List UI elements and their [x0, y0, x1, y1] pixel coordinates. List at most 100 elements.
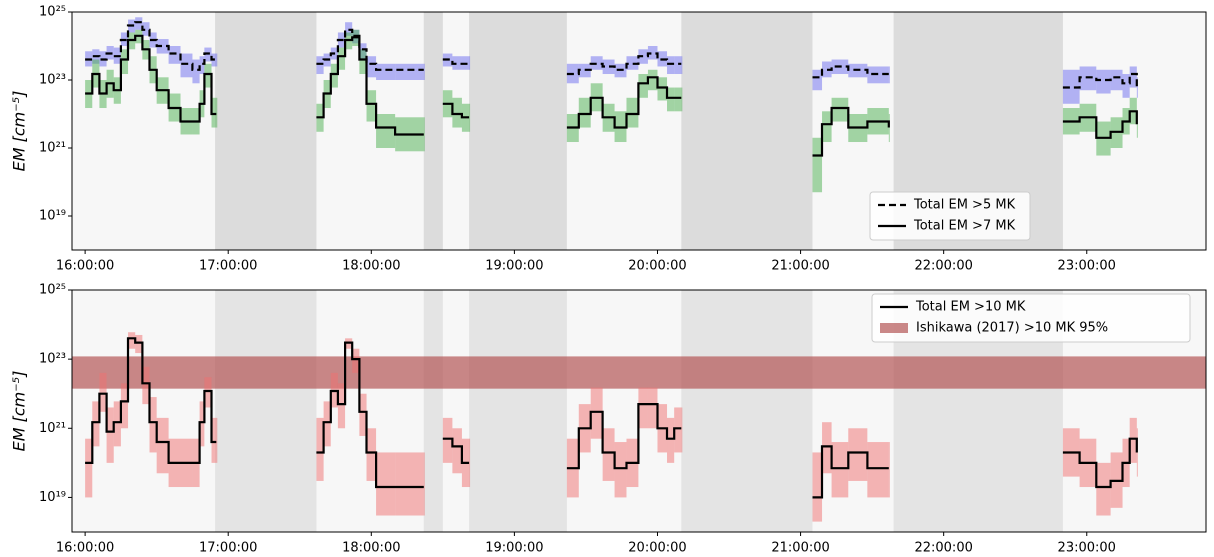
error-band	[352, 348, 360, 373]
error-band	[812, 452, 823, 522]
error-band	[359, 49, 367, 75]
series-line	[85, 34, 1138, 157]
error-band	[376, 114, 396, 148]
x-tick-label: 23:00:00	[1058, 541, 1116, 556]
x-tick-label: 16:00:00	[56, 541, 114, 556]
legend-box	[869, 191, 1031, 241]
error-band	[211, 417, 217, 463]
error-band	[626, 97, 639, 128]
error-band	[211, 97, 217, 128]
legend-label: Total EM >10 MK	[915, 300, 1026, 315]
x-tick-label: 18:00:00	[342, 541, 400, 556]
error-band	[667, 56, 675, 75]
error-band	[638, 74, 648, 98]
x-tick-label: 21:00:00	[771, 259, 829, 274]
panel: 10¹⁹ 10²¹ 10²³ 10²⁵ 16:00:00 17:00:00 18:00:00…	[10, 283, 1207, 556]
y-tick-label: 10²³	[39, 352, 66, 367]
error-band	[316, 417, 324, 481]
error-band	[92, 401, 100, 447]
error-band	[578, 97, 591, 128]
y-tick-label: 10²³	[39, 73, 66, 88]
error-band	[667, 87, 675, 112]
error-band	[1096, 462, 1111, 516]
x-tick-label: 20:00:00	[628, 259, 686, 274]
error-band	[812, 137, 823, 193]
y-tick-label: 10²⁵	[39, 5, 66, 20]
error-band	[848, 428, 868, 481]
error-band	[452, 56, 462, 70]
error-band	[330, 63, 338, 88]
legend-box	[871, 293, 1191, 343]
y-tick-label: 10¹⁹	[39, 490, 66, 505]
legend-label: Total EM >5 MK	[913, 198, 1016, 213]
error-band	[1110, 69, 1123, 91]
error-band	[323, 401, 331, 447]
shaded-interval	[215, 12, 317, 250]
error-band	[681, 87, 683, 112]
error-band	[469, 438, 471, 488]
error-band	[423, 117, 425, 152]
error-band	[1136, 77, 1138, 98]
error-band	[469, 56, 471, 70]
error-band	[113, 401, 121, 447]
error-band	[366, 56, 377, 78]
error-band	[674, 87, 682, 112]
error-band	[204, 63, 212, 88]
error-band	[647, 387, 658, 429]
error-band	[867, 442, 889, 498]
error-band	[423, 63, 425, 80]
error-band	[1129, 66, 1137, 88]
error-band	[142, 366, 150, 405]
error-band	[168, 46, 181, 64]
error-band	[626, 56, 639, 70]
error-band	[316, 56, 324, 75]
y-tick-label: 10²⁵	[39, 283, 66, 298]
error-band	[614, 442, 627, 498]
shaded-interval	[423, 290, 443, 532]
error-band	[135, 17, 143, 30]
error-band	[337, 47, 346, 70]
plot-frame	[71, 11, 1207, 251]
error-band	[180, 53, 193, 78]
y-axis-label: EM [cm⁻⁵]	[10, 371, 29, 452]
error-band	[85, 438, 93, 498]
error-band	[822, 111, 832, 143]
x-tick-label: 21:00:00	[771, 541, 829, 556]
y-tick-label: 10¹⁹	[39, 209, 66, 224]
shaded-interval	[469, 12, 567, 250]
y-tick-label: 10²¹	[39, 421, 66, 436]
error-band	[888, 114, 890, 143]
error-band	[395, 63, 424, 80]
reference-band	[72, 356, 1206, 389]
error-band	[452, 97, 462, 128]
error-band	[888, 442, 890, 498]
error-band	[452, 428, 462, 474]
error-band	[216, 417, 218, 463]
error-band	[674, 56, 682, 75]
error-band	[106, 407, 114, 463]
error-band	[822, 61, 832, 78]
error-band	[1136, 111, 1138, 138]
x-tick-label: 22:00:00	[914, 259, 972, 274]
error-band	[831, 97, 849, 122]
error-band	[199, 401, 205, 447]
shaded-interval	[423, 12, 443, 250]
error-band	[1122, 74, 1130, 98]
error-band	[359, 393, 367, 436]
error-band	[602, 428, 615, 481]
legend-swatch	[880, 323, 908, 333]
error-band	[149, 397, 157, 453]
error-band	[1096, 69, 1111, 94]
plot-frame	[71, 289, 1207, 533]
x-tick-label: 23:00:00	[1058, 259, 1116, 274]
error-band	[142, 22, 150, 36]
panel: 10¹⁹ 10²¹ 10²³ 10²⁵ 16:00:00 17:00:00 18:00:00…	[10, 5, 1207, 274]
error-band	[681, 56, 683, 75]
error-band	[1129, 417, 1137, 463]
error-band	[674, 407, 682, 453]
series-line	[85, 21, 1138, 89]
error-band	[376, 63, 396, 80]
legend-label: Total EM >7 MK	[913, 219, 1016, 234]
error-band	[192, 59, 200, 84]
